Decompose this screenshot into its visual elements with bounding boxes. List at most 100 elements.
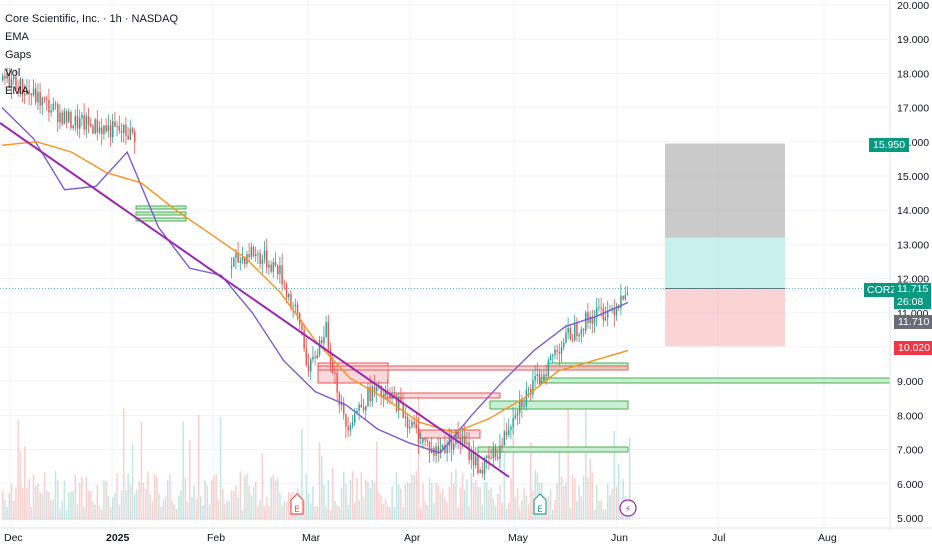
volume-bar: [30, 506, 33, 520]
volume-bar: [420, 507, 422, 520]
candle-body: [459, 437, 462, 444]
volume-bar: [178, 496, 180, 520]
candle-body: [101, 127, 103, 134]
volume-bar: [109, 506, 112, 520]
candle-body: [510, 426, 512, 430]
volume-bar: [246, 473, 248, 520]
time-axis[interactable]: Dec 2025 Feb Mar Apr May Jun Jul Aug: [0, 527, 932, 544]
volume-bar: [615, 486, 618, 520]
volume-bar: [314, 506, 316, 520]
candle-body: [497, 456, 499, 459]
candle-body: [442, 445, 444, 449]
volume-bar: [283, 501, 286, 520]
volume-bar: [98, 505, 101, 520]
volume-bar: [310, 503, 312, 520]
volume-bar: [10, 483, 13, 520]
volume-bar: [129, 484, 132, 520]
candle-body: [552, 354, 554, 356]
volume-bar: [591, 472, 594, 520]
candle-body: [589, 316, 591, 323]
candle-body: [600, 307, 602, 309]
volume-bar: [609, 495, 611, 520]
candle-body: [536, 374, 539, 377]
volume-bar: [477, 486, 479, 520]
volume-bar: [525, 495, 528, 520]
candle-body: [59, 112, 61, 123]
y-tick-label: 8.000: [897, 410, 923, 422]
volume-bar: [490, 487, 492, 520]
candle-body: [477, 456, 479, 473]
volume-bar: [468, 506, 470, 520]
legend-vol[interactable]: Vol: [5, 67, 21, 79]
candle-body: [105, 125, 107, 132]
volume-bar: [406, 481, 409, 520]
volume-bar: [19, 450, 22, 520]
candle-body: [63, 111, 66, 125]
volume-bar: [611, 488, 613, 520]
volume-bar: [239, 471, 242, 520]
volume-bar: [351, 471, 354, 520]
legend-ema-1[interactable]: EMA: [5, 31, 29, 43]
volume-bar: [244, 476, 246, 520]
candle-body: [508, 429, 510, 436]
volume-bar: [552, 509, 554, 520]
volume-bar: [156, 476, 158, 520]
volume-bar: [228, 501, 231, 520]
candle-body: [582, 329, 585, 331]
volume-bar: [571, 475, 574, 520]
y-tick-label: 18.000: [897, 68, 929, 80]
candle-body: [112, 121, 114, 138]
y-tick-label: 17.000: [897, 103, 929, 115]
gap-zone-green: [477, 446, 629, 453]
candle-body: [428, 441, 431, 454]
volume-bar: [182, 421, 184, 520]
candle-body: [239, 260, 242, 263]
volume-bar: [470, 472, 473, 520]
candle-body: [261, 259, 264, 264]
candle-body: [259, 253, 261, 264]
volume-bar: [81, 476, 83, 520]
volume-bar: [136, 489, 138, 520]
volume-bar: [589, 458, 591, 520]
volume-bar: [76, 503, 79, 520]
volume-bar: [39, 491, 41, 520]
volume-bar: [68, 492, 70, 520]
candle-body: [30, 93, 33, 96]
candle-body: [131, 128, 134, 132]
candle-body: [272, 262, 275, 272]
volume-bar: [116, 473, 118, 520]
candle-body: [384, 389, 387, 395]
volume-bar: [123, 408, 125, 520]
volume-bar: [332, 467, 334, 520]
bar-countdown: 26:08: [897, 296, 924, 308]
x-tick-label: Aug: [818, 532, 837, 544]
candle-body: [503, 431, 506, 446]
candle-body: [591, 316, 594, 324]
volume-bar: [431, 482, 433, 520]
volume-bar: [499, 485, 501, 520]
candle-body: [90, 124, 92, 127]
marker-shape: [533, 493, 547, 515]
volume-bar: [92, 500, 94, 520]
candle-body: [15, 76, 17, 91]
volume-bar: [325, 506, 327, 520]
legend-gaps[interactable]: Gaps: [5, 49, 32, 61]
volume-bar: [578, 485, 580, 520]
volume-bar: [481, 504, 484, 520]
user-drawings[interactable]: [0, 122, 890, 478]
volume-bar: [312, 486, 314, 520]
y-tick-label: 9.000: [897, 376, 923, 388]
candle-body: [237, 252, 239, 263]
candle-body: [127, 135, 129, 140]
candle-body: [244, 257, 246, 264]
x-tick-label: Jul: [712, 532, 725, 544]
candle-body: [554, 349, 556, 355]
candle-body: [250, 247, 253, 258]
candle-body: [305, 348, 308, 366]
candle-body: [109, 125, 112, 138]
candle-body: [2, 75, 4, 81]
volume-bar: [417, 395, 420, 520]
legend-ema-2[interactable]: EMA: [5, 85, 29, 97]
volume-bar: [250, 495, 253, 520]
